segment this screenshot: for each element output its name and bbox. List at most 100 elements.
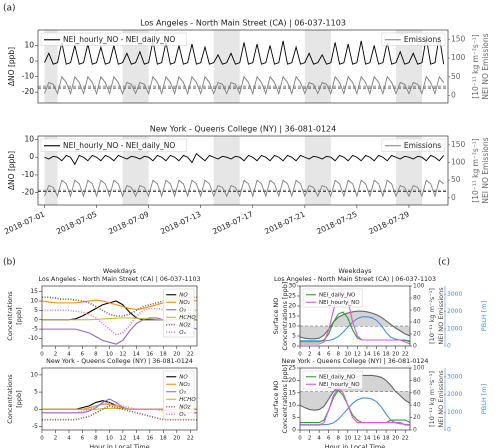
x-tick-label: 2018-07-01	[3, 209, 47, 236]
panel-label: (c)	[438, 258, 450, 268]
x-tick-label: 16	[373, 436, 380, 442]
y-tick-label: 10	[30, 371, 38, 378]
series-line	[299, 310, 411, 340]
x-tick-label: 12	[119, 352, 126, 358]
legend-label: Oₓ	[179, 412, 186, 418]
y-tick-label: 0	[292, 343, 296, 350]
legend-label: NOz	[179, 322, 190, 328]
weekend-shade	[304, 30, 331, 103]
x-tick-label: 2018-07-05	[55, 209, 99, 236]
legend-label: NO	[179, 374, 188, 380]
x-tick-label: 10	[344, 352, 351, 358]
y-axis-label: Concentrations [ppb]	[281, 365, 289, 434]
y-tick-label: 20	[288, 303, 296, 310]
y-tick-label: 15	[288, 389, 296, 396]
y2-tick-label: 50	[451, 175, 461, 184]
x-tick-label: 22	[187, 436, 194, 442]
y3-tick-label: 0	[447, 343, 451, 350]
plot-frame	[37, 135, 449, 206]
series-line	[44, 36, 445, 65]
legend-label: NO₂	[179, 300, 190, 306]
y2-axis-label: [10⁻¹¹ kg m⁻²s⁻¹]	[428, 288, 436, 344]
legend-label: Emissions	[404, 35, 441, 44]
panel-label: (a)	[3, 4, 16, 14]
y-tick-label: 0	[292, 427, 296, 434]
x-tick-label: 2018-07-21	[263, 209, 307, 236]
x-tick-label: 6	[327, 352, 331, 358]
series-line	[300, 289, 411, 345]
x-tick-label: 22	[402, 352, 409, 358]
legend-label: NEI_hourly_NO - NEI_daily_NO	[63, 141, 175, 150]
y3-tick-label: 2000	[447, 308, 462, 315]
y-tick-label: -20	[22, 188, 34, 197]
x-tick-label: 20	[173, 352, 180, 358]
x-tick-label: 2018-07-29	[367, 209, 411, 236]
x-tick-label: 0	[298, 352, 302, 358]
y2-tick-label: 40	[413, 319, 421, 326]
x-tick-label: 10	[106, 352, 113, 358]
y2-tick-label: 40	[413, 402, 421, 409]
y2-tick-label: 60	[413, 307, 421, 314]
x-tick-label: 20	[392, 436, 399, 442]
y3-tick-label: 1000	[447, 409, 462, 416]
y-tick-label: 0	[29, 152, 34, 161]
legend-label: O₃	[179, 389, 186, 395]
y-tick-label: 5	[34, 307, 38, 314]
plot-frame	[41, 367, 198, 431]
legend-box	[40, 138, 188, 152]
x-tick-label: 10	[106, 436, 113, 442]
y-tick-label: 10	[288, 323, 296, 330]
y2-tick-label: 0	[451, 91, 456, 100]
legend-label: NEI_daily_NO	[319, 292, 356, 298]
legend-box	[381, 32, 446, 46]
y2-tick-label: 0	[413, 427, 417, 434]
legend-label: HCHO	[179, 315, 196, 321]
x-tick-label: 4	[67, 436, 71, 442]
x-tick-label: 20	[392, 352, 399, 358]
y-tick-label: 10	[30, 298, 38, 305]
chart-title: New York - Queens College (NY) | 36-081-…	[46, 358, 193, 365]
x-tick-label: 22	[187, 352, 194, 358]
series-line	[44, 75, 445, 96]
y3-tick-label: 3000	[447, 291, 462, 298]
x-tick-label: 18	[383, 436, 390, 442]
y3-tick-label: 1000	[447, 325, 462, 332]
y-tick-label: 5	[292, 333, 296, 340]
weekend-shade	[213, 136, 240, 205]
series-line	[300, 386, 410, 426]
weekend-shade	[213, 30, 240, 103]
legend-label: O₃	[179, 307, 186, 313]
y-tick-label: 5	[292, 414, 296, 421]
y-tick-label: 0	[34, 316, 38, 323]
chart-title: Los Angeles - North Main Street (CA) | 0…	[140, 19, 346, 28]
y-tick-label: 15	[288, 313, 296, 320]
y-axis-label: [ppb]	[15, 390, 23, 407]
x-tick-label: 12	[119, 436, 126, 442]
x-axis-label: Hour in Local Time	[325, 443, 386, 448]
y-axis-label: Concentrations [ppb]	[281, 282, 289, 351]
x-tick-label: 0	[40, 352, 44, 358]
legend-box	[302, 370, 363, 390]
legend-box	[162, 288, 195, 338]
series-line	[300, 316, 411, 342]
y-axis-label: Surface NO	[272, 298, 280, 335]
chart-subtitle: Weekdays	[338, 267, 372, 275]
series-line	[42, 405, 197, 421]
y2-axis-label: NEI NO Emissions	[481, 137, 490, 203]
chart-title: New York - Queens College (NY) | 36-081-…	[282, 358, 429, 365]
x-tick-label: 20	[173, 436, 180, 442]
y-tick-label: 10	[288, 402, 296, 409]
y2-tick-label: 0	[451, 193, 456, 202]
y-axis-label: [ppb]	[15, 307, 23, 324]
y-tick-label: -10	[22, 72, 34, 81]
x-tick-label: 8	[94, 436, 98, 442]
x-tick-label: 0	[40, 436, 44, 442]
y-tick-label: 10	[24, 41, 34, 50]
plot-frame	[41, 285, 198, 347]
x-tick-label: 2	[54, 352, 58, 358]
y2-tick-label: 60	[413, 389, 421, 396]
y2-axis-label: NEI NO Emissions	[481, 33, 490, 99]
plot-frame	[37, 29, 449, 104]
y-tick-label: 5	[34, 389, 38, 396]
x-tick-label: 16	[146, 352, 153, 358]
